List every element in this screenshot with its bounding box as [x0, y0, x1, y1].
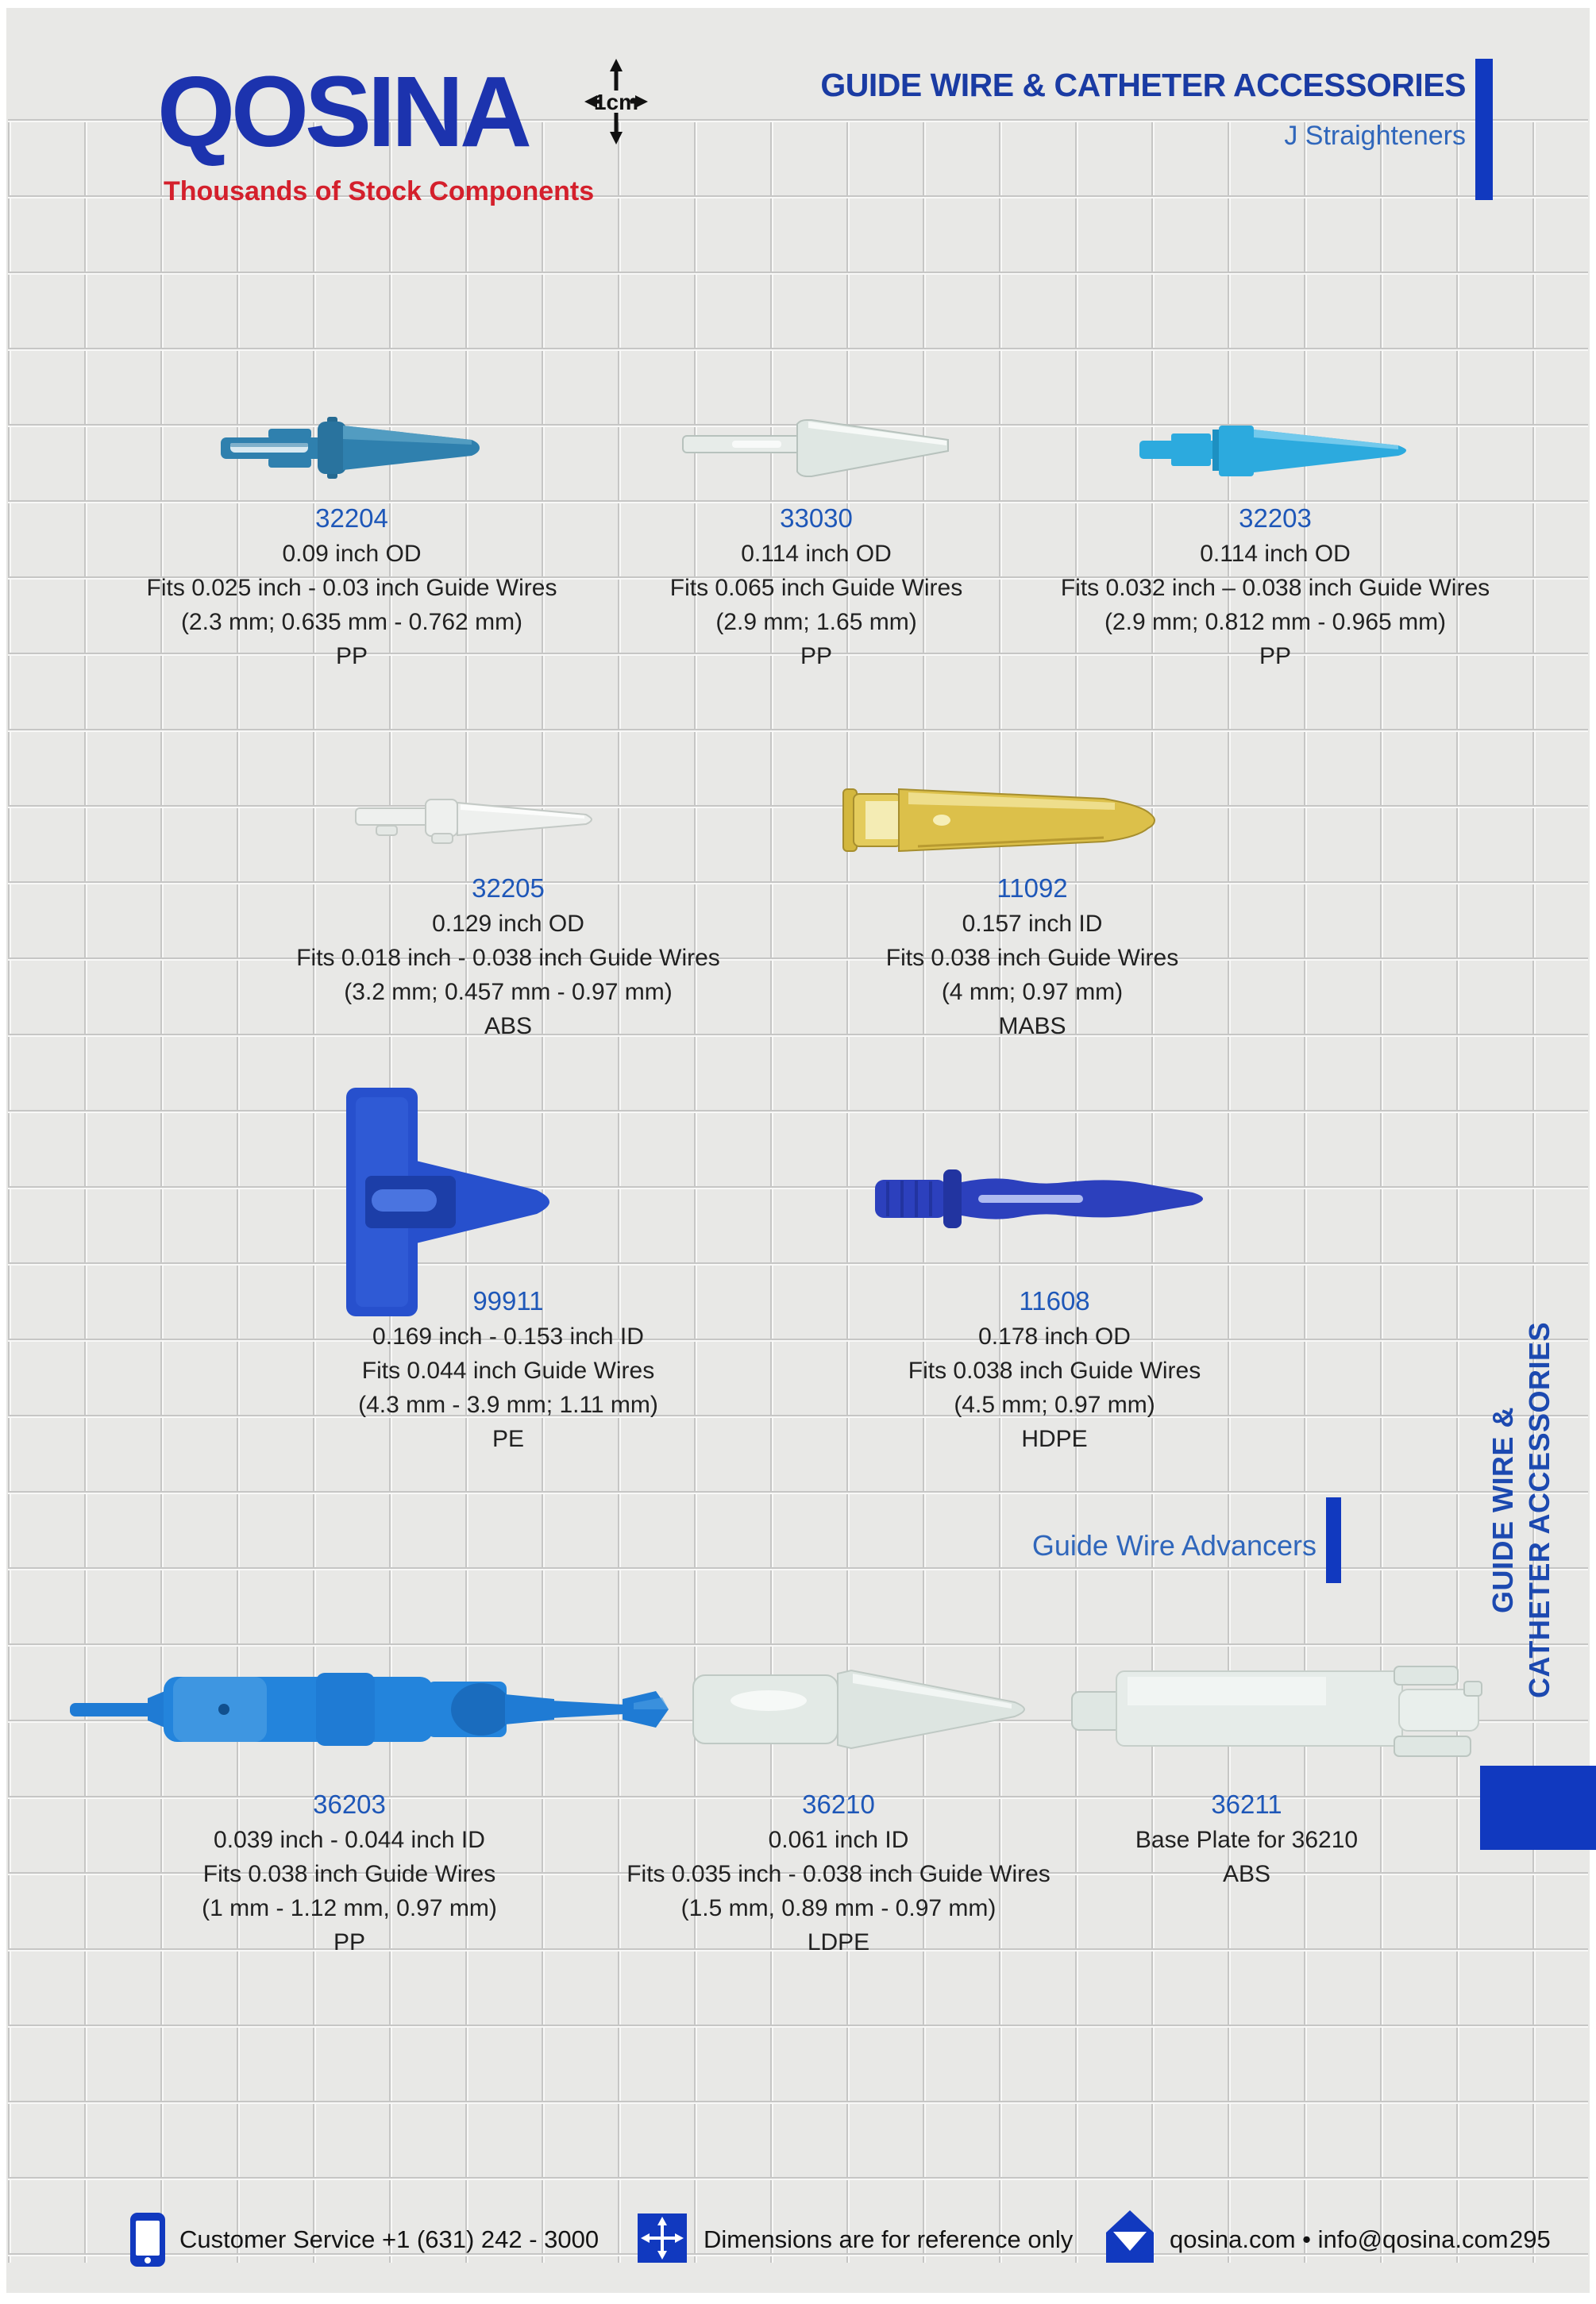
- product-number: 36210: [802, 1790, 875, 1819]
- product-description: Base Plate for 36210: [1135, 1827, 1359, 1853]
- product-card-36203: 36203 0.039 inch - 0.044 inch ID Fits 0.…: [52, 1786, 647, 1959]
- product-number: 11608: [1019, 1286, 1090, 1316]
- product-spec-line: (3.2 mm; 0.457 mm - 0.97 mm): [344, 979, 673, 1005]
- product-material: PP: [1259, 643, 1292, 669]
- sidebar-tab-marker: [1480, 1766, 1596, 1850]
- product-number: 32203: [1239, 503, 1312, 533]
- product-spec-line: Fits 0.044 inch Guide Wires: [361, 1358, 655, 1384]
- product-material: HDPE: [1021, 1426, 1088, 1452]
- sidebar-vertical-title: GUIDE WIRE & CATHETER ACCESSORIES: [1485, 1312, 1561, 1709]
- product-material: ABS: [1222, 1861, 1271, 1887]
- product-image-99911: [324, 1086, 562, 1318]
- product-image-11092: [842, 780, 1163, 861]
- product-number: 33030: [780, 503, 853, 533]
- product-spec-line: Fits 0.032 inch – 0.038 inch Guide Wires: [1060, 575, 1490, 601]
- product-spec-line: (4.3 mm - 3.9 mm; 1.11 mm): [358, 1392, 658, 1418]
- product-spec-line: (2.9 mm; 1.65 mm): [715, 609, 917, 635]
- product-spec-line: Fits 0.025 inch - 0.03 inch Guide Wires: [146, 575, 557, 601]
- footer-customer-service: Customer Service +1 (631) 242 - 3000: [179, 2225, 599, 2253]
- product-number: 32204: [315, 503, 388, 533]
- product-spec-line: (2.3 mm; 0.635 mm - 0.762 mm): [180, 609, 523, 635]
- product-card-36211: 36211 Base Plate for 36210 ABS: [949, 1786, 1544, 1891]
- footer-contact: qosina.com • info@qosina.com: [1170, 2225, 1509, 2253]
- product-material: MABS: [998, 1013, 1066, 1039]
- product-number: 99911: [472, 1286, 544, 1316]
- product-spec-line: (2.9 mm; 0.812 mm - 0.965 mm): [1104, 609, 1447, 635]
- product-spec-line: Fits 0.038 inch Guide Wires: [885, 945, 1179, 971]
- product-spec-line: Fits 0.035 inch - 0.038 inch Guide Wires: [626, 1861, 1051, 1887]
- product-spec-line: (4.5 mm; 0.97 mm): [954, 1392, 1155, 1418]
- header-accent-bar: [1475, 59, 1493, 200]
- product-number: 36203: [313, 1790, 386, 1819]
- product-image-11608: [873, 1161, 1211, 1236]
- product-image-36211: [1070, 1666, 1483, 1757]
- product-image-32203: [1138, 419, 1412, 484]
- product-material: PE: [492, 1426, 525, 1452]
- product-card-11608: 11608 0.178 inch OD Fits 0.038 inch Guid…: [757, 1283, 1352, 1456]
- product-spec-line: 0.178 inch OD: [978, 1323, 1131, 1350]
- product-number: 32205: [472, 873, 545, 903]
- product-card-33030: 33030 0.114 inch OD Fits 0.065 inch Guid…: [519, 500, 1114, 673]
- product-image-32204: [219, 407, 483, 488]
- product-material: PP: [800, 643, 833, 669]
- product-spec-line: 0.114 inch OD: [741, 541, 892, 567]
- logo-tagline: Thousands of Stock Components: [164, 176, 595, 206]
- product-spec-line: (1 mm - 1.12 mm, 0.97 mm): [202, 1895, 497, 1921]
- sidebar-line-1: GUIDE WIRE &: [1486, 1407, 1519, 1614]
- product-card-32203: 32203 0.114 inch OD Fits 0.032 inch – 0.…: [970, 500, 1581, 673]
- product-card-32205: 32205 0.129 inch OD Fits 0.018 inch - 0.…: [210, 870, 806, 1043]
- product-image-36203: [68, 1666, 676, 1755]
- product-number: 36211: [1211, 1790, 1282, 1819]
- product-spec-line: 0.061 inch ID: [768, 1827, 909, 1853]
- product-card-36210: 36210 0.061 inch ID Fits 0.035 inch - 0.…: [541, 1786, 1136, 1959]
- product-card-11092: 11092 0.157 inch ID Fits 0.038 inch Guid…: [734, 870, 1330, 1043]
- product-card-99911: 99911 0.169 inch - 0.153 inch ID Fits 0.…: [210, 1283, 806, 1456]
- grid-background: [8, 119, 1588, 2263]
- product-spec-line: 0.039 inch - 0.044 inch ID: [214, 1827, 485, 1853]
- product-spec-line: 0.129 inch OD: [432, 911, 584, 937]
- product-spec-line: (1.5 mm, 0.89 mm - 0.97 mm): [680, 1895, 997, 1921]
- product-spec-line: Fits 0.065 inch Guide Wires: [669, 575, 963, 601]
- scale-label: 1cm: [594, 90, 638, 114]
- product-spec-line: 0.09 inch OD: [282, 541, 422, 567]
- page-background: QOSINA Thousands of Stock Components 1cm…: [6, 8, 1596, 2293]
- section-accent-bar: [1326, 1497, 1341, 1583]
- footer-dimensions-note: Dimensions are for reference only: [704, 2225, 1074, 2253]
- product-material: PP: [333, 1929, 366, 1955]
- dimensions-arrows-icon: [638, 2213, 687, 2263]
- qosina-logo: QOSINA: [157, 56, 532, 168]
- product-spec-line: Fits 0.038 inch Guide Wires: [202, 1861, 496, 1887]
- product-spec-line: Fits 0.018 inch - 0.038 inch Guide Wires: [296, 945, 720, 971]
- product-material: LDPE: [807, 1929, 870, 1955]
- product-spec-line: (4 mm; 0.97 mm): [941, 979, 1124, 1005]
- product-material: ABS: [484, 1013, 533, 1039]
- section-title-guide-wire-advancers: Guide Wire Advancers: [1031, 1529, 1317, 1562]
- product-material: PP: [335, 643, 368, 669]
- product-number: 11092: [997, 873, 1068, 903]
- product-spec-line: 0.169 inch - 0.153 inch ID: [372, 1323, 644, 1350]
- mail-icon: [1106, 2210, 1154, 2263]
- phone-icon: [129, 2212, 166, 2267]
- product-image-33030: [681, 414, 955, 482]
- page-title: GUIDE WIRE & CATHETER ACCESSORIES: [820, 67, 1466, 103]
- product-card-32204: 32204 0.09 inch OD Fits 0.025 inch - 0.0…: [54, 500, 650, 673]
- scale-1cm-icon: 1cm: [583, 57, 650, 146]
- product-image-32205: [354, 784, 596, 854]
- sidebar-line-2: CATHETER ACCESSORIES: [1523, 1321, 1556, 1699]
- product-image-36210: [691, 1669, 1032, 1750]
- page-number: 295: [1509, 2225, 1551, 2253]
- product-spec-line: 0.157 inch ID: [962, 911, 1103, 937]
- product-spec-line: 0.114 inch OD: [1200, 541, 1351, 567]
- product-spec-line: Fits 0.038 inch Guide Wires: [908, 1358, 1201, 1384]
- page-subtitle: J Straighteners: [1284, 121, 1466, 151]
